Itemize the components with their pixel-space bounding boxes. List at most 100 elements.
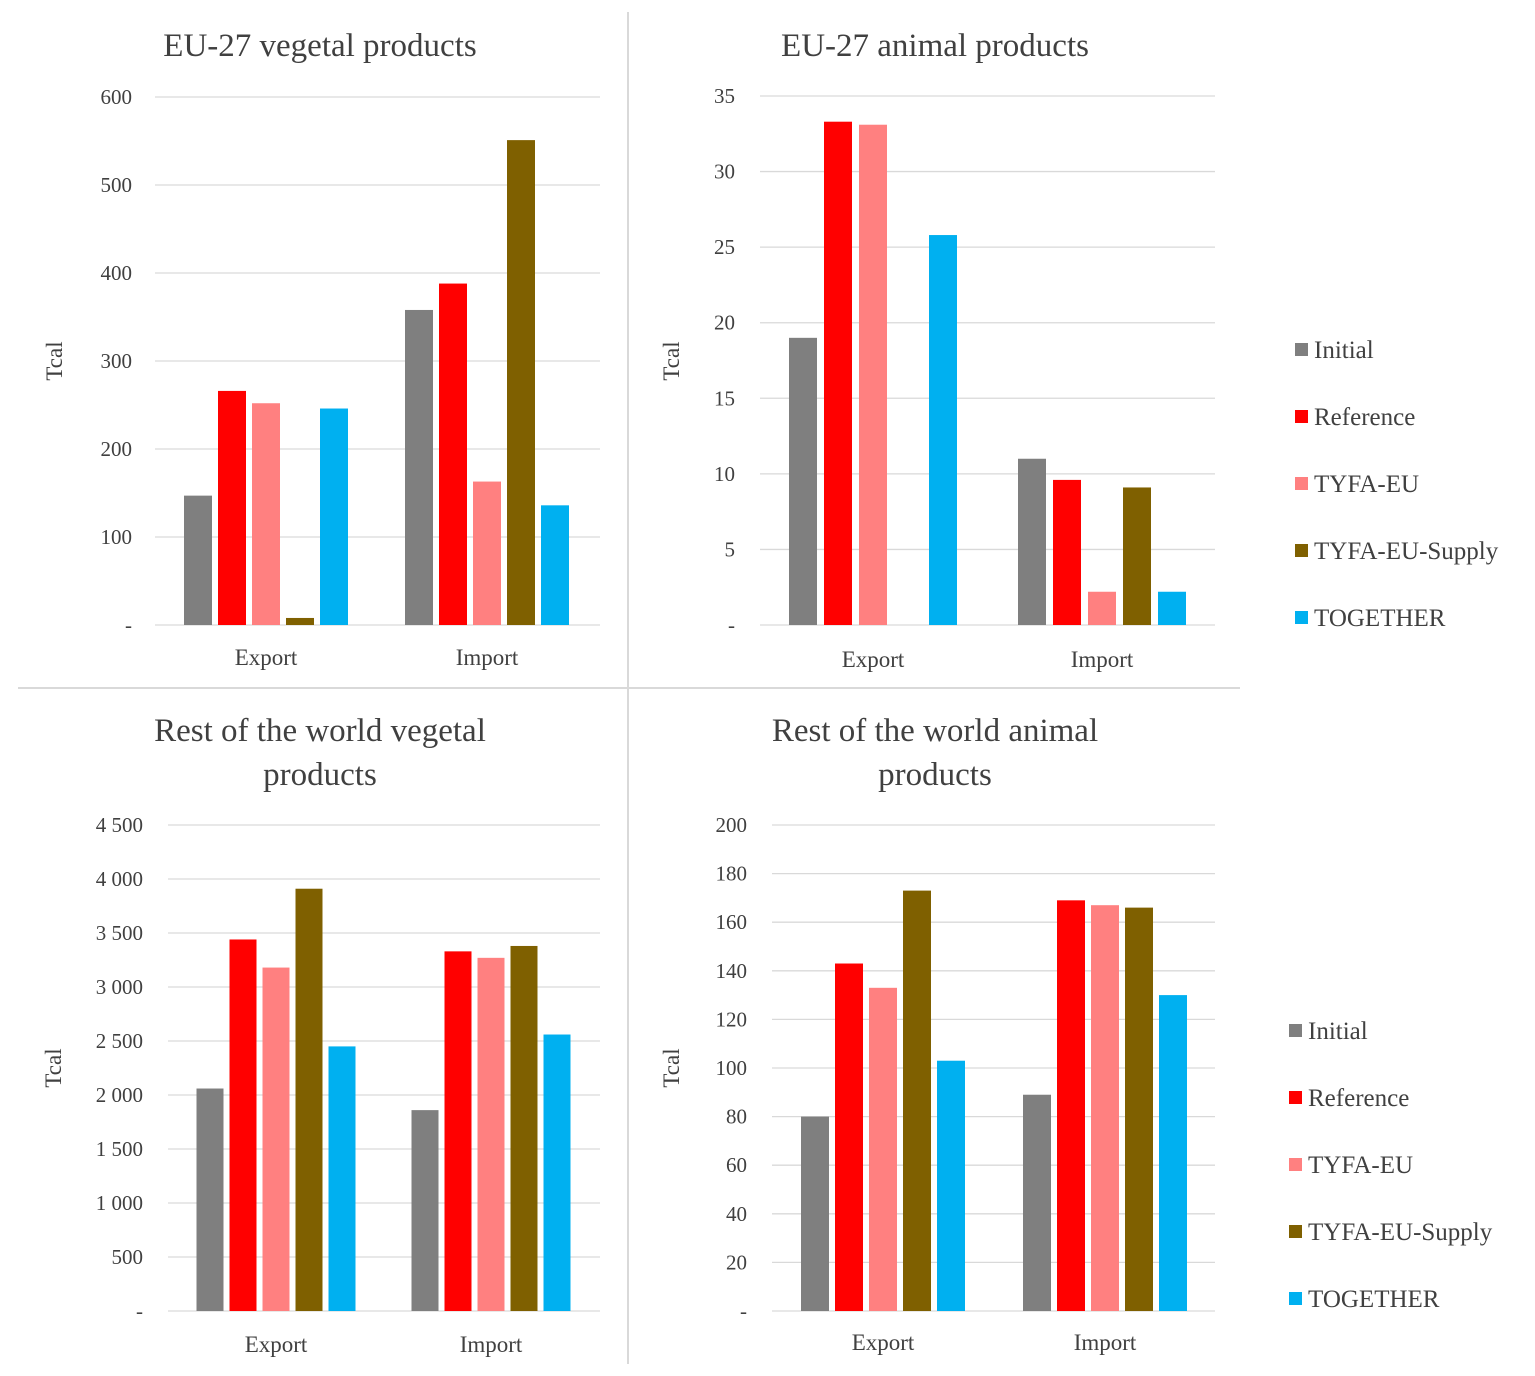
legend-swatch-reference <box>1295 410 1308 423</box>
y-tick-label: 4 500 <box>96 813 143 837</box>
bar-tyfa-eu-supply-export <box>286 617 314 625</box>
y-tick-label: 200 <box>101 437 133 461</box>
bar-tyfa-eu-import <box>473 481 501 625</box>
bar-initial-import <box>1023 1094 1051 1311</box>
bar-together-export <box>929 235 957 625</box>
legend-label: TOGETHER <box>1308 1286 1440 1313</box>
bar-reference-import <box>1053 479 1081 625</box>
y-tick-label: 10 <box>714 462 735 486</box>
y-axis-label: Tcal <box>41 1048 66 1087</box>
y-tick-label: - <box>740 1299 747 1323</box>
bar-initial-export <box>789 337 817 625</box>
y-tick-label: 40 <box>726 1202 747 1226</box>
y-tick-label: 600 <box>101 85 133 109</box>
bar-reference-import <box>444 951 472 1311</box>
legend-label: Initial <box>1308 1018 1368 1045</box>
y-tick-label: 30 <box>714 160 735 184</box>
legend-bottom: Initial Reference TYFA-EU TYFA-EU-Supply TOG… <box>1289 1018 1493 1313</box>
y-tick-label: 120 <box>716 1007 748 1031</box>
bar-together-export <box>937 1060 965 1311</box>
y-tick-label: 400 <box>101 261 133 285</box>
y-tick-label: 2 500 <box>96 1029 143 1053</box>
legend-label: TOGETHER <box>1314 605 1446 632</box>
panel-eu27-vegetal: EU-27 vegetal products - 100 200 300 400 500 60… <box>42 28 600 670</box>
bar-together-import <box>1158 591 1186 625</box>
legend-label: TYFA-EU <box>1314 471 1419 498</box>
y-tick-label: 4 000 <box>96 867 143 891</box>
y-tick-label: 60 <box>726 1153 747 1177</box>
bar-initial-export <box>184 495 212 625</box>
bar-initial-export <box>801 1116 829 1311</box>
bar-tyfa-eu-export <box>869 987 897 1311</box>
bar-initial-import <box>1018 458 1046 625</box>
bar-together-export <box>320 408 348 625</box>
bar-reference-export <box>218 390 246 625</box>
bar-reference-import <box>1057 900 1085 1311</box>
y-axis-label: Tcal <box>659 1048 684 1087</box>
bar-tyfa-eu-import <box>477 957 505 1311</box>
bar-initial-export <box>196 1088 224 1311</box>
horizontal-divider <box>18 687 1240 689</box>
bar-reference-import <box>439 283 467 625</box>
x-category-label: Export <box>842 647 905 672</box>
x-category-label: Export <box>235 645 298 670</box>
bar-tyfa-eu-import <box>1088 591 1116 625</box>
legend-label: Reference <box>1308 1085 1409 1112</box>
bar-reference-export <box>824 121 852 626</box>
y-tick-label: 200 <box>716 813 748 837</box>
y-tick-label: 5 <box>725 537 736 561</box>
bar-reference-export <box>835 963 863 1311</box>
y-axis-label: Tcal <box>42 341 67 380</box>
chart-title-line: products <box>263 757 377 793</box>
legend-swatch-tyfa-eu-supply <box>1289 1225 1302 1238</box>
y-tick-label: 100 <box>101 525 133 549</box>
bar-tyfa-eu-supply-import <box>1125 907 1153 1311</box>
bar-together-import <box>541 505 569 625</box>
y-axis-label: Tcal <box>659 341 684 380</box>
legend-swatch-tyfa-eu-supply <box>1295 544 1308 557</box>
legend-swatch-reference <box>1289 1091 1302 1104</box>
legend-top: Initial Reference TYFA-EU TYFA-EU-Supply TOG… <box>1295 337 1499 632</box>
x-category-label: Export <box>852 1330 915 1355</box>
legend-swatch-together <box>1295 611 1308 624</box>
y-tick-label: - <box>136 1299 143 1323</box>
legend-label: Initial <box>1314 337 1374 364</box>
bar-initial-import <box>405 309 433 625</box>
legend-label: TYFA-EU-Supply <box>1308 1219 1493 1246</box>
bar-together-import <box>1159 995 1187 1311</box>
chart-title-line: EU-27 vegetal products <box>163 28 476 64</box>
legend-swatch-initial <box>1289 1024 1302 1037</box>
y-tick-label: 35 <box>714 84 735 108</box>
panel-eu27-animal: EU-27 animal products - 5 10 15 20 25 30 35 Tcal E… <box>659 28 1215 672</box>
legend-swatch-initial <box>1295 343 1308 356</box>
legend-swatch-tyfa-eu <box>1295 477 1308 490</box>
y-tick-label: 100 <box>716 1056 748 1080</box>
legend-label: TYFA-EU-Supply <box>1314 538 1499 565</box>
y-tick-label: 3 500 <box>96 921 143 945</box>
chart-title-line: Rest of the world animal <box>772 713 1098 749</box>
bar-tyfa-eu-supply-import <box>1123 487 1151 625</box>
bar-reference-export <box>229 939 257 1311</box>
y-tick-label: 1 500 <box>96 1137 143 1161</box>
y-tick-label: 300 <box>101 349 133 373</box>
y-tick-label: 3 000 <box>96 975 143 999</box>
bar-together-export <box>328 1046 356 1311</box>
panel-row-vegetal: Rest of the world vegetal products - 500 1 0… <box>41 713 600 1357</box>
bar-tyfa-eu-export <box>262 967 290 1311</box>
y-tick-label: 140 <box>716 959 748 983</box>
bar-tyfa-eu-supply-export <box>903 890 931 1311</box>
y-tick-label: 500 <box>101 173 133 197</box>
bar-initial-import <box>411 1110 439 1311</box>
x-category-label: Import <box>456 645 519 670</box>
legend-label: Reference <box>1314 404 1415 431</box>
y-tick-label: 180 <box>716 862 748 886</box>
x-category-label: Import <box>1074 1330 1137 1355</box>
legend-label: TYFA-EU <box>1308 1152 1413 1179</box>
y-tick-label: - <box>728 613 735 637</box>
y-tick-label: 1 000 <box>96 1191 143 1215</box>
bar-tyfa-eu-supply-export <box>295 888 323 1311</box>
legend-swatch-tyfa-eu <box>1289 1158 1302 1171</box>
y-tick-label: 15 <box>714 386 735 410</box>
